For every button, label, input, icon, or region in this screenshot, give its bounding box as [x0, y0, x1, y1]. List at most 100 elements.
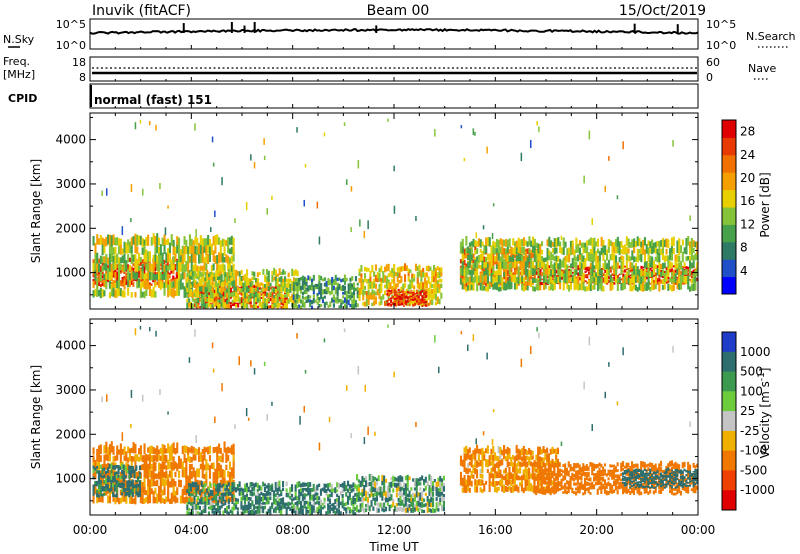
heatmap-cell: [656, 282, 659, 285]
heatmap-cell: [422, 286, 425, 294]
heatmap-cell: [316, 492, 319, 496]
heatmap-cell: [202, 497, 205, 502]
heatmap-cell: [654, 275, 657, 284]
heatmap-cell: [383, 508, 386, 513]
heatmap-cell: [638, 280, 641, 291]
heatmap-cell: [683, 247, 686, 254]
heatmap-cell: [101, 486, 104, 492]
heatmap-cell: [233, 291, 236, 297]
heatmap-cell: [106, 475, 109, 479]
heatmap-cell: [643, 261, 646, 269]
heatmap-cell: [191, 281, 194, 287]
heatmap-cell: [415, 291, 418, 295]
heatmap-cell: [463, 259, 466, 265]
heatmap-cell: [508, 263, 511, 270]
heatmap-cell: [671, 268, 674, 271]
heatmap-cell: [352, 509, 355, 515]
heatmap-cell: [276, 273, 279, 277]
heatmap-cell: [476, 267, 479, 275]
heatmap-cell: [221, 476, 224, 488]
heatmap-cell: [557, 276, 560, 283]
heatmap-cell: [327, 509, 330, 515]
heatmap-cell: [127, 239, 130, 246]
heatmap-cell: [186, 285, 189, 293]
heatmap-cell: [441, 482, 444, 487]
heatmap-cell: [246, 285, 249, 293]
heatmap-cell: [269, 484, 272, 492]
heatmap-cell: [568, 277, 571, 283]
heatmap-cell: [183, 236, 186, 245]
heatmap-cell: [148, 284, 151, 297]
heatmap-cell: [353, 299, 356, 304]
heatmap-cell: [336, 289, 339, 296]
heatmap-cell: [367, 283, 370, 290]
heatmap-cell: [613, 261, 616, 269]
heatmap-cell: [415, 491, 418, 498]
heatmap-cell: [404, 496, 407, 503]
heatmap-cell: [436, 280, 439, 285]
heatmap-cell: [154, 267, 157, 272]
heatmap-cell: [395, 507, 398, 513]
heatmap-cell: [130, 461, 133, 470]
heatmap-cell: [575, 278, 578, 284]
heatmap-cell: [113, 471, 116, 478]
heatmap-cell: [388, 303, 391, 305]
heatmap-cell: [301, 497, 304, 502]
heatmap-cell: [287, 272, 290, 278]
heatmap-cell: [386, 485, 389, 492]
heatmap-cell: [92, 271, 95, 276]
heatmap-cell: [654, 241, 657, 248]
heatmap-cell: [128, 482, 131, 488]
heatmap-cell: [345, 509, 348, 514]
heatmap-cell: [532, 245, 535, 253]
heatmap-cell: [92, 447, 95, 455]
heatmap-cell: [262, 288, 265, 292]
heatmap-cell: [267, 496, 270, 501]
heatmap-cell: [202, 292, 205, 295]
heatmap-cell: [689, 259, 692, 269]
heatmap-cell: [652, 242, 655, 253]
heatmap-cell: [167, 238, 170, 245]
heatmap-cell: [368, 488, 371, 492]
heatmap-cell: [154, 245, 157, 255]
heatmap-cell: [181, 467, 184, 478]
heatmap-cell: [181, 491, 184, 504]
heatmap-cell: [126, 264, 129, 267]
heatmap-cell: [362, 281, 365, 289]
heatmap-cell: [285, 488, 288, 493]
heatmap-cell: [419, 301, 422, 305]
heatmap-cell: [470, 453, 473, 462]
heatmap-cell: [399, 475, 402, 482]
heatmap-cell: [260, 491, 263, 496]
heatmap-cell: [399, 300, 402, 304]
heatmap-cell: [282, 278, 285, 283]
heatmap-cell: [195, 491, 198, 498]
heatmap-cell: [467, 262, 470, 269]
heatmap-cell: [101, 261, 104, 266]
heatmap-cell: [98, 459, 101, 470]
heatmap-cell: [221, 483, 224, 495]
heatmap-cell: [689, 245, 692, 255]
heatmap-cell: [497, 239, 500, 248]
heatmap-cell: [586, 273, 589, 277]
heatmap-cell: [161, 260, 164, 272]
heatmap-cell: [158, 252, 161, 263]
heatmap-cell: [115, 471, 118, 475]
heatmap-cell: [419, 482, 422, 486]
heatmap-cell: [416, 266, 419, 271]
heatmap-cell: [584, 260, 587, 268]
heatmap-cell: [629, 242, 632, 248]
heatmap-cell: [285, 302, 288, 309]
heatmap-cell: [276, 495, 279, 500]
heatmap-cell: [188, 447, 191, 453]
heatmap-cell: [483, 262, 486, 268]
heatmap-cell: [476, 282, 479, 292]
heatmap-cell: [550, 269, 553, 277]
heatmap-cell: [227, 454, 230, 462]
heatmap-cell: [170, 259, 173, 271]
heatmap-cell: [670, 271, 673, 278]
heatmap-cell: [155, 272, 158, 275]
heatmap-cell: [660, 271, 663, 277]
heatmap-cell: [228, 271, 231, 281]
heatmap-cell: [559, 267, 562, 277]
